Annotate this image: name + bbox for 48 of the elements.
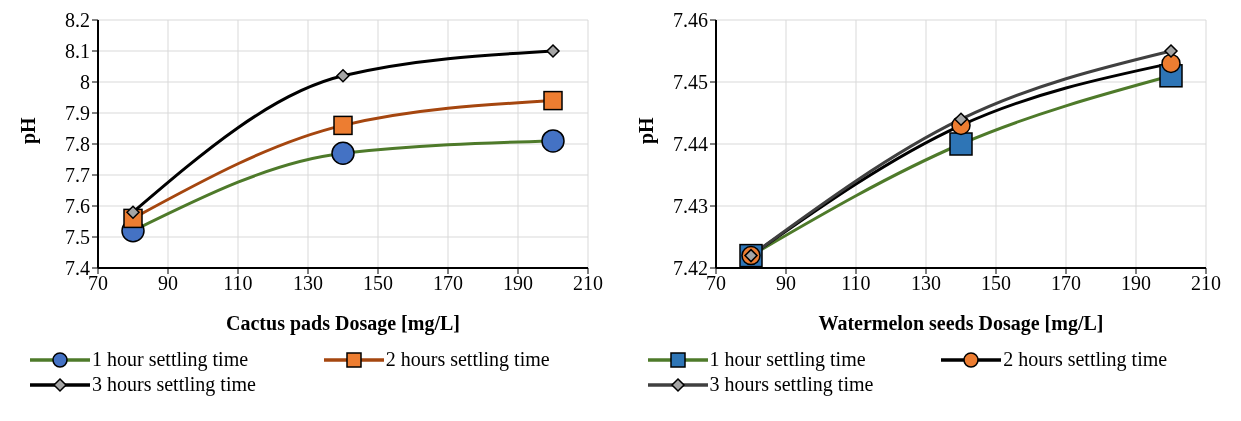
x-tick-label: 210 (1190, 272, 1221, 295)
y-tick-label: 7.42 (672, 257, 708, 280)
legend-label: 3 hours settling time (709, 373, 874, 396)
point (336, 69, 350, 83)
x-tick-label: 110 (223, 272, 253, 295)
x-tick-label: 210 (573, 272, 603, 295)
y-tick-label: 7.44 (672, 133, 708, 156)
point (1163, 44, 1178, 58)
y-tick-label: 7.9 (65, 102, 90, 125)
x-axis-title: Watermelon seeds Dosage [mg/L] (818, 312, 1103, 335)
x-tick-label: 130 (910, 272, 941, 295)
legend-label: 3 hours settling time (92, 373, 256, 396)
x-tick-label: 90 (775, 272, 796, 295)
point (546, 44, 560, 58)
y-tick-label: 7.46 (672, 9, 708, 32)
x-tick-label: 170 (433, 272, 463, 295)
x-tick-label: 190 (503, 272, 533, 295)
y-tick-label: 8.2 (65, 9, 90, 32)
x-axis-title: Cactus pads Dosage [mg/L] (226, 312, 460, 335)
point (1160, 53, 1181, 74)
y-tick-label: 8.1 (65, 40, 90, 63)
x-tick-label: 150 (980, 272, 1011, 295)
x-tick-label: 150 (363, 272, 393, 295)
point (333, 115, 353, 136)
point (948, 132, 973, 156)
x-tick-label: 170 (1050, 272, 1081, 295)
x-tick-label: 190 (1120, 272, 1151, 295)
y-tick-label: 7.6 (65, 195, 90, 218)
y-tick-label: 7.4 (65, 257, 90, 280)
y-axis-title: pH (634, 116, 658, 144)
y-tick-label: 7.7 (65, 164, 90, 187)
legend-label: 1 hour settling time (709, 348, 866, 371)
x-tick-label: 70 (88, 272, 108, 295)
point (543, 90, 563, 111)
legend-label: 1 hour settling time (92, 348, 249, 371)
y-tick-label: 7.45 (672, 71, 708, 94)
y-tick-label: 7.5 (65, 226, 90, 249)
x-tick-label: 130 (293, 272, 323, 295)
y-axis-title: pH (17, 116, 41, 144)
point (331, 141, 355, 166)
y-tick-label: 7.8 (65, 133, 90, 156)
y-tick-label: 8 (80, 71, 90, 94)
y-tick-label: 7.43 (672, 195, 708, 218)
x-tick-label: 90 (158, 272, 178, 295)
x-tick-label: 110 (840, 272, 871, 295)
point (541, 129, 565, 153)
legend-label: 2 hours settling time (385, 348, 550, 371)
legend-label: 2 hours settling time (1003, 348, 1168, 371)
